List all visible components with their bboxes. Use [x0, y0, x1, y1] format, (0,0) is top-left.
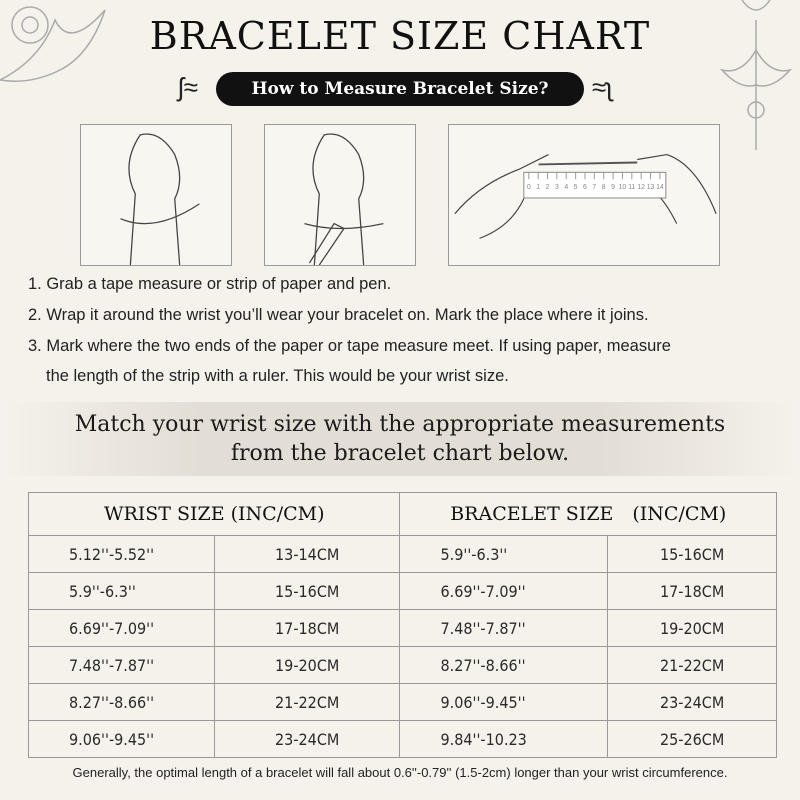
ruler-tick-label: 11	[628, 184, 635, 191]
hand-mark-icon	[304, 133, 384, 266]
swirl-right-icon: ≈ʅ	[592, 72, 613, 102]
bracelet-inch: 9.84''-10.23	[399, 720, 609, 758]
hanging-lotus-icon	[719, 0, 793, 150]
subtitle-pill: How to Measure Bracelet Size?	[216, 72, 584, 106]
table-row: 6.69''-7.09'' 17-18CM 7.48''-7.87'' 19-20CM	[28, 609, 777, 647]
wrist-inch: 5.9''-6.3''	[28, 572, 215, 610]
wrist-inch: 9.06''-9.45''	[28, 720, 215, 758]
hand-wrap-icon	[120, 133, 200, 266]
bracelet-cm: 23-24CM	[607, 683, 777, 721]
bracelet-cm: 17-18CM	[607, 572, 777, 610]
ruler-tick-label: 2	[546, 184, 550, 191]
ruler-tick-label: 4	[564, 184, 568, 191]
wrist-cm: 17-18CM	[213, 609, 401, 647]
table-row: 5.9''-6.3'' 15-16CM 6.69''-7.09'' 17-18CM	[28, 572, 777, 610]
instruction-banner: Match your wrist size with the appropria…	[0, 402, 800, 476]
footer-note: Generally, the optimal length of a brace…	[72, 765, 728, 780]
illustration-ruler: 0 1 2 3 4 5 6 7 8 9 10 11 12 13 14	[448, 124, 720, 266]
bracelet-inch: 6.69''-7.09''	[399, 572, 609, 610]
step-1: 1. Grab a tape measure or strip of paper…	[28, 275, 392, 293]
ruler-tick-label: 0	[527, 184, 531, 191]
ruler-measure-icon: 0 1 2 3 4 5 6 7 8 9 10 11 12 13 14	[454, 153, 717, 239]
lotus-ornament-icon	[0, 6, 106, 82]
wrist-cm: 19-20CM	[213, 646, 401, 684]
wrist-inch: 8.27''-8.66''	[28, 683, 215, 721]
ruler-tick-label: 6	[583, 184, 587, 191]
bracelet-inch: 9.06''-9.45''	[399, 683, 609, 721]
bracelet-cm: 21-22CM	[607, 646, 777, 684]
bracelet-inch: 8.27''-8.66''	[399, 646, 609, 684]
wrist-cm: 13-14CM	[213, 535, 401, 573]
ruler-tick-label: 1	[536, 184, 540, 191]
wrist-inch: 7.48''-7.87''	[28, 646, 215, 684]
ruler-tick-label: 14	[656, 184, 664, 191]
table-row: 5.12''-5.52'' 13-14CM 5.9''-6.3'' 15-16CM	[28, 535, 777, 573]
ruler-tick-label: 12	[637, 184, 645, 191]
wrist-inch: 6.69''-7.09''	[28, 609, 215, 647]
header-wrist-size: WRIST SIZE (INC/CM)	[27, 492, 401, 536]
ruler-tick-label: 8	[602, 184, 606, 191]
wrist-cm: 23-24CM	[213, 720, 401, 758]
step-3-cont: the length of the strip with a ruler. Th…	[46, 367, 509, 385]
table-row: 7.48''-7.87'' 19-20CM 8.27''-8.66'' 21-22CM	[28, 646, 777, 684]
bracelet-cm: 19-20CM	[607, 609, 777, 647]
wrist-inch: 5.12''-5.52''	[28, 535, 215, 573]
table-row: 9.06''-9.45'' 23-24CM 9.84''-10.23 25-26CM	[28, 720, 777, 758]
banner-line-2: from the bracelet chart below.	[230, 441, 570, 466]
ruler-tick-label: 13	[647, 184, 655, 191]
table-row: 8.27''-8.66'' 21-22CM 9.06''-9.45'' 23-24CM	[28, 683, 777, 721]
wrist-cm: 15-16CM	[213, 572, 401, 610]
ruler-tick-label: 10	[619, 184, 627, 191]
size-table: WRIST SIZE (INC/CM) BRACELET SIZE (INC/C…	[27, 492, 777, 758]
illustration-wrap-wrist	[80, 124, 232, 266]
ruler-tick-label: 7	[592, 184, 596, 191]
swirl-left-icon: ʃ≈	[178, 72, 199, 102]
illustration-mark-wrist	[264, 124, 416, 266]
ruler-tick-label: 5	[574, 184, 578, 191]
page-title: BRACELET SIZE CHART	[149, 14, 651, 58]
ruler-tick-label: 3	[555, 184, 559, 191]
banner-line-1: Match your wrist size with the appropria…	[74, 412, 726, 437]
bracelet-inch: 7.48''-7.87''	[399, 609, 609, 647]
bracelet-inch: 5.9''-6.3''	[399, 535, 609, 573]
header-bracelet-size: BRACELET SIZE (INC/CM)	[399, 492, 777, 536]
wrist-cm: 21-22CM	[213, 683, 401, 721]
ruler-tick-label: 9	[611, 184, 615, 191]
step-2: 2. Wrap it around the wrist you’ll wear …	[28, 306, 649, 324]
bracelet-cm: 15-16CM	[607, 535, 777, 573]
bracelet-cm: 25-26CM	[607, 720, 777, 758]
step-3: 3. Mark where the two ends of the paper …	[28, 337, 671, 355]
